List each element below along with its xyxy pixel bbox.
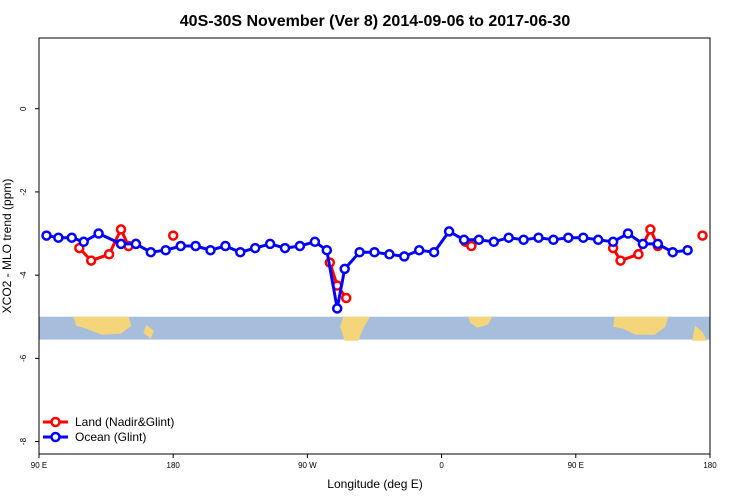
map-strip [39, 316, 710, 341]
data-point-ocean [622, 228, 634, 239]
plot-frame [38, 37, 711, 455]
data-point-land [167, 230, 179, 241]
data-point-land [645, 224, 656, 235]
data-point-ocean [130, 238, 142, 250]
map-land-shape [468, 316, 493, 328]
data-point-ocean [533, 232, 544, 243]
map-land-shape [692, 325, 707, 341]
data-point-land [633, 249, 644, 260]
x-axis: 90 E 180 90 W 0 90 E 180 [31, 454, 717, 470]
data-point-ocean [66, 232, 78, 243]
data-point-ocean [443, 226, 455, 237]
data-point-ocean [235, 246, 246, 258]
data-point-ocean [41, 230, 52, 241]
data-point-ocean [682, 244, 693, 256]
map-ocean-band [39, 316, 710, 340]
data-point-ocean [279, 242, 291, 254]
data-point-land [103, 249, 115, 260]
data-point-ocean [249, 242, 261, 254]
data-point-ocean [399, 251, 410, 262]
series-line-ocean [46, 229, 688, 310]
x-tick-label: 0 [439, 461, 444, 470]
data-point-ocean [175, 240, 186, 252]
x-tick-label: 180 [703, 461, 717, 470]
data-point-ocean [458, 234, 470, 246]
data-point-ocean [637, 238, 649, 250]
data-point-ocean [93, 228, 104, 239]
data-point-ocean [115, 238, 127, 250]
y-axis: 0 -2 -4 -6 -8 [19, 106, 39, 445]
data-point-ocean [518, 234, 529, 246]
map-land-shape [73, 316, 132, 335]
data-point-ocean [369, 246, 380, 258]
series-layer [41, 224, 708, 314]
legend-label-land: Land (Nadir&Glint) [75, 415, 174, 429]
y-tick-label: 0 [19, 106, 28, 111]
data-point-ocean [563, 232, 574, 243]
data-point-land [340, 292, 352, 304]
x-tick-label: 90 E [31, 461, 47, 470]
data-point-ocean [339, 263, 350, 275]
data-point-ocean [309, 236, 321, 248]
data-point-land [85, 255, 97, 266]
data-point-ocean [53, 232, 64, 243]
data-point-ocean [488, 236, 500, 248]
data-point-land [115, 224, 127, 235]
legend-marker-ocean [50, 431, 61, 443]
y-tick-label: -6 [19, 354, 28, 362]
map-land-shape [340, 316, 370, 341]
data-point-ocean [78, 236, 89, 248]
data-point-ocean [160, 244, 171, 256]
y-tick-label: -2 [19, 188, 28, 196]
data-point-ocean [652, 238, 664, 250]
x-tick-label: 90 E [568, 461, 584, 470]
data-point-ocean [413, 244, 425, 256]
data-point-ocean [473, 234, 485, 246]
x-tick-label: 90 W [298, 461, 317, 470]
data-point-ocean [190, 240, 201, 252]
data-point-land [466, 240, 477, 252]
data-point-ocean [354, 246, 365, 258]
legend-label-ocean: Ocean (Glint) [75, 430, 146, 444]
data-point-ocean [592, 234, 604, 246]
y-tick-label: -4 [19, 271, 28, 279]
data-point-ocean [331, 303, 343, 314]
data-point-ocean [321, 244, 333, 256]
series-ocean [41, 226, 693, 314]
data-point-ocean [264, 238, 276, 250]
data-point-ocean [145, 246, 157, 258]
legend: Land (Nadir&Glint) Ocean (Glint) [43, 415, 174, 444]
y-tick-label: -8 [19, 437, 28, 445]
legend-marker-land [50, 416, 61, 428]
map-land-shape [613, 316, 669, 335]
data-point-ocean [667, 246, 678, 258]
map-land-shape [143, 324, 154, 339]
data-point-ocean [384, 249, 395, 260]
data-point-ocean [578, 232, 589, 243]
data-point-land [697, 230, 708, 241]
data-point-ocean [428, 246, 440, 258]
data-point-ocean [503, 232, 514, 243]
x-tick-label: 180 [167, 461, 181, 470]
data-point-land [615, 255, 626, 266]
data-point-ocean [220, 240, 231, 252]
y-axis-title: XCO2 - MLO trend (ppm) [0, 179, 14, 314]
data-point-ocean [294, 240, 306, 252]
data-point-ocean [607, 236, 619, 248]
data-point-ocean [548, 234, 559, 246]
x-axis-title: Longitude (deg E) [327, 477, 422, 491]
chart-title: 40S-30S November (Ver 8) 2014-09-06 to 2… [180, 13, 571, 30]
data-point-ocean [205, 244, 216, 256]
